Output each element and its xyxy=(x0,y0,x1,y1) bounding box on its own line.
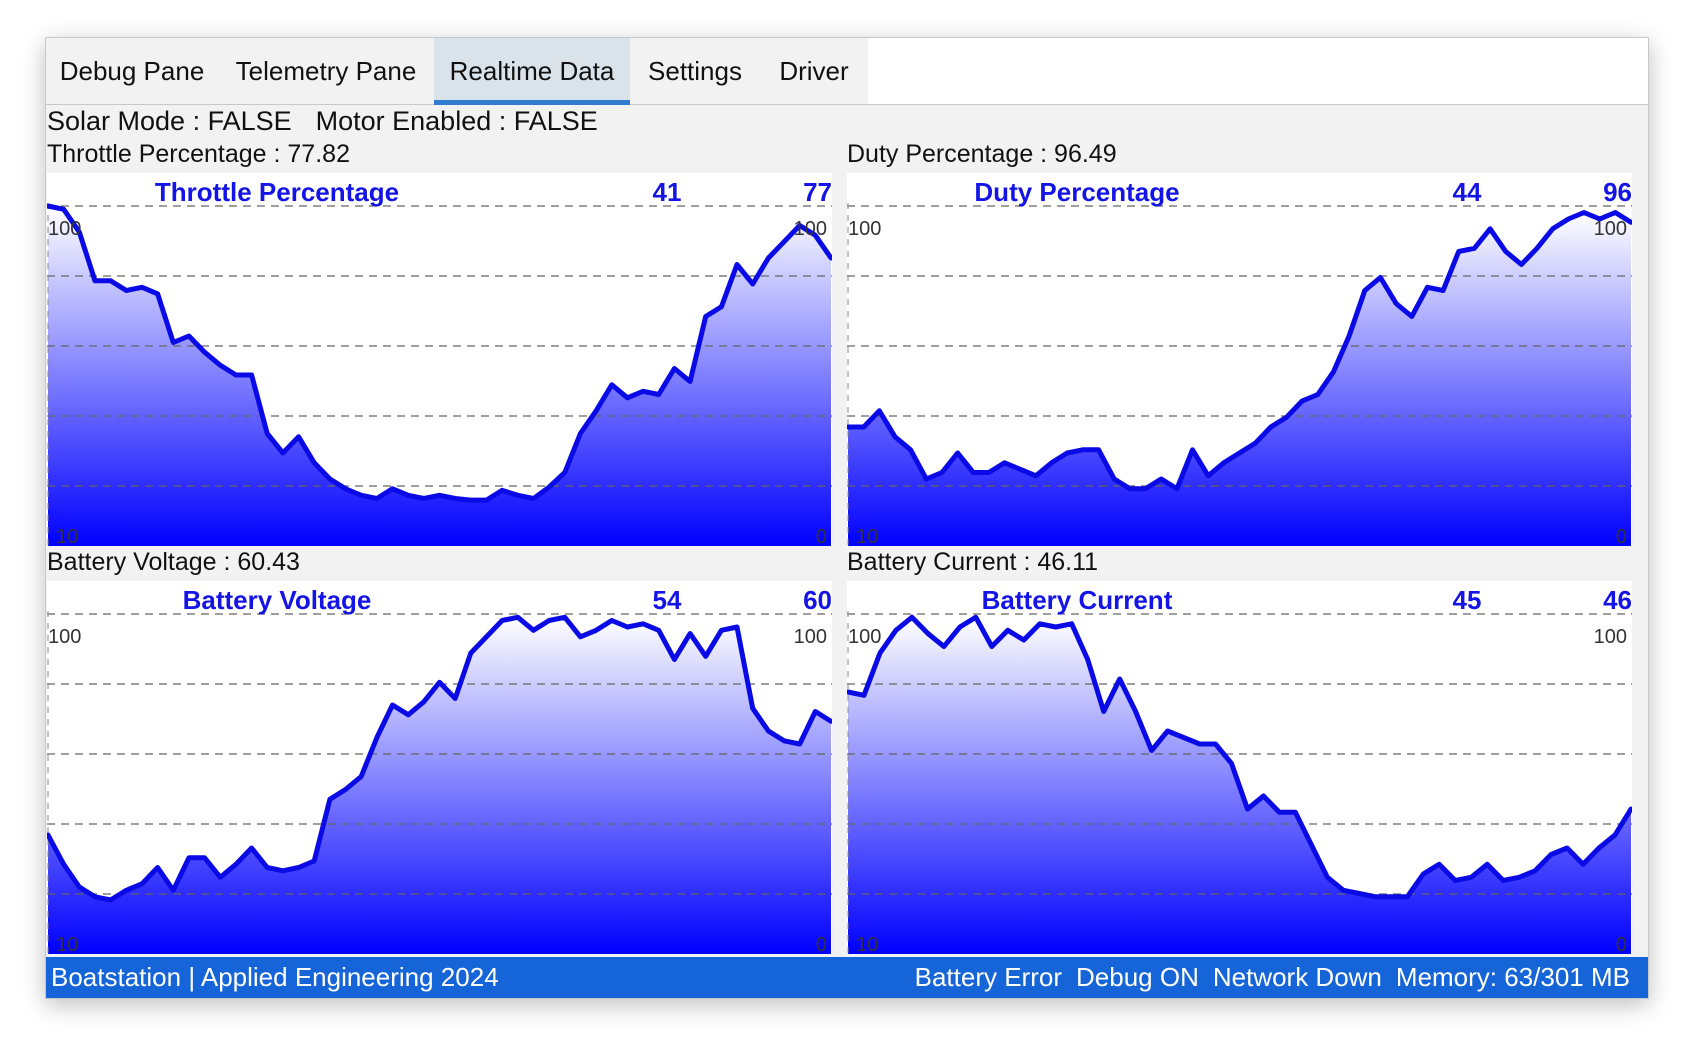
status-line: Solar Mode : FALSE Motor Enabled : FALSE xyxy=(47,106,622,137)
y-tick-left-top: 100 xyxy=(848,626,881,648)
motor-enabled-status: Motor Enabled : FALSE xyxy=(315,106,598,136)
tab-settings[interactable]: Settings xyxy=(630,38,760,104)
duty-readout: Duty Percentage : 96.49 xyxy=(847,140,1117,168)
debug-status: Debug ON xyxy=(1076,962,1199,992)
y-tick-left-bottom: 10 xyxy=(56,526,78,546)
battery-voltage-chart-plot: 100 10 100 0 xyxy=(47,611,832,954)
app-brand: Boatstation | Applied Engineering 2024 xyxy=(51,962,499,992)
chart-stat-1: 54 xyxy=(652,585,682,615)
battery-current-chart: 100 10 100 0 Battery Current 45 46 xyxy=(847,581,1632,954)
y-tick-right-top: 100 xyxy=(1594,626,1627,648)
tab-debug-pane[interactable]: Debug Pane xyxy=(46,38,218,104)
y-tick-right-top: 100 xyxy=(794,218,827,240)
app-window: Debug Pane Telemetry Pane Realtime Data … xyxy=(45,37,1649,999)
throttle-readout: Throttle Percentage : 77.82 xyxy=(47,140,350,168)
y-tick-left-bottom: 10 xyxy=(856,526,878,546)
throttle-chart-plot: 100 10 100 0 xyxy=(47,203,832,546)
duty-chart-plot: 100 10 100 0 xyxy=(847,203,1632,546)
network-status: Network Down xyxy=(1212,962,1382,992)
chart-stat-1: 41 xyxy=(652,177,682,207)
chart-stat-2: 77 xyxy=(803,177,832,207)
y-tick-right-top: 100 xyxy=(1594,218,1627,240)
tab-realtime-data[interactable]: Realtime Data xyxy=(434,38,630,105)
chart-stat-1: 44 xyxy=(1452,177,1482,207)
series-line xyxy=(47,614,832,903)
y-tick-left-top: 100 xyxy=(48,218,81,240)
area-fill xyxy=(48,617,831,954)
chart-stat-2: 96 xyxy=(1603,177,1632,207)
y-tick-right-top: 100 xyxy=(794,626,827,648)
y-tick-right-bottom: 0 xyxy=(1616,526,1627,546)
area-fill xyxy=(48,206,831,546)
y-tick-right-bottom: 0 xyxy=(1616,934,1627,954)
series-line xyxy=(47,203,832,503)
series-line xyxy=(847,614,1632,900)
battery-status: Battery Error xyxy=(914,962,1062,992)
chart-title: Battery Voltage xyxy=(182,585,372,615)
y-tick-left-bottom: 10 xyxy=(56,934,78,954)
status-indicators: Battery Error Debug ON Network Down Memory:… xyxy=(901,957,1630,998)
y-tick-right-bottom: 0 xyxy=(816,526,827,546)
status-bar: Boatstation | Applied Engineering 2024 B… xyxy=(46,957,1648,998)
battery-voltage-readout: Battery Voltage : 60.43 xyxy=(47,548,300,576)
battery-voltage-chart: 100 10 100 0 Battery Voltage 54 60 xyxy=(47,581,832,954)
chart-stat-2: 46 xyxy=(1603,585,1632,615)
tab-driver[interactable]: Driver xyxy=(760,38,868,104)
y-tick-left-top: 100 xyxy=(848,218,881,240)
duty-chart: 100 10 100 0 Duty Percentage 44 96 xyxy=(847,173,1632,546)
chart-title: Duty Percentage xyxy=(974,177,1180,207)
area-fill xyxy=(848,212,1631,546)
y-tick-left-bottom: 10 xyxy=(856,934,878,954)
y-tick-right-bottom: 0 xyxy=(816,934,827,954)
chart-stat-1: 45 xyxy=(1452,585,1482,615)
tab-telemetry-pane[interactable]: Telemetry Pane xyxy=(218,38,434,104)
chart-title: Battery Current xyxy=(981,585,1173,615)
throttle-chart: 100 10 100 0 Throttle Percentage 41 77 xyxy=(47,173,832,546)
area-fill xyxy=(848,617,1631,954)
memory-status: Memory: 63/301 MB xyxy=(1395,962,1630,992)
chart-stat-2: 60 xyxy=(803,585,832,615)
tab-bar: Debug Pane Telemetry Pane Realtime Data … xyxy=(46,38,1648,105)
battery-current-chart-plot: 100 10 100 0 xyxy=(847,611,1632,954)
battery-current-readout: Battery Current : 46.11 xyxy=(847,548,1099,576)
y-tick-left-top: 100 xyxy=(48,626,81,648)
solar-mode-status: Solar Mode : FALSE xyxy=(47,106,292,136)
series-line xyxy=(847,210,1632,492)
chart-title: Throttle Percentage xyxy=(154,177,400,207)
